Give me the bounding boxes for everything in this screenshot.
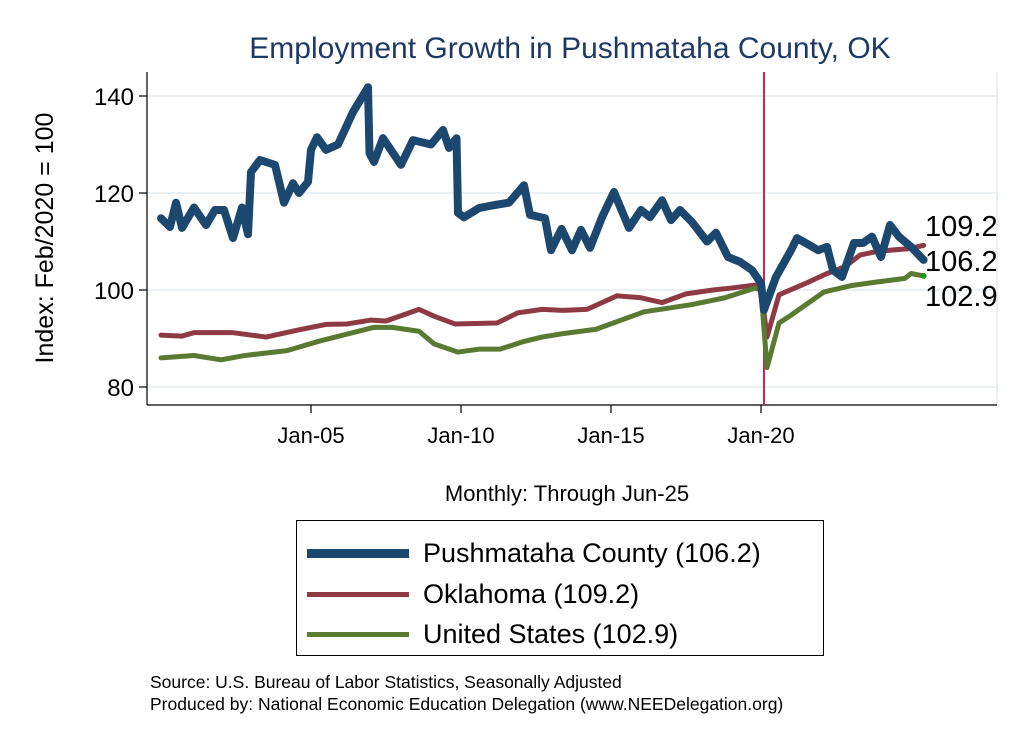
legend-item-oklahoma: Oklahoma (109.2)	[307, 576, 639, 612]
end-value-label: 106.2	[925, 246, 998, 278]
y-axis-label: Index: Feb/2020 = 100	[31, 113, 59, 364]
x-axis-label: Monthly: Through Jun-25	[445, 481, 689, 506]
end-value-label: 102.9	[925, 281, 998, 313]
legend-label: Oklahoma (109.2)	[423, 578, 640, 609]
y-tick-label: 140	[94, 84, 134, 111]
legend-label: Pushmataha County (106.2)	[423, 537, 761, 568]
chart-title: Employment Growth in Pushmataha County, …	[249, 32, 890, 65]
legend-swatch-county	[307, 548, 409, 558]
y-tick-label: 100	[94, 278, 134, 305]
x-tick-label: Jan-20	[727, 423, 794, 448]
legend-swatch-oklahoma	[307, 591, 409, 597]
x-tick-label: Jan-05	[277, 423, 344, 448]
legend: Pushmataha County (106.2) Oklahoma (109.…	[296, 520, 824, 656]
y-tick-label: 80	[107, 375, 134, 402]
series-line-1	[158, 242, 927, 340]
x-tick-label: Jan-10	[427, 423, 494, 448]
legend-item-us: United States (102.9)	[307, 616, 678, 652]
x-tick-label: Jan-15	[577, 423, 644, 448]
series-line-0	[157, 83, 928, 314]
y-tick-label: 120	[94, 181, 134, 208]
source-note: Source: U.S. Bureau of Labor Statistics,…	[150, 672, 622, 692]
us-end-marker	[920, 272, 927, 279]
legend-item-county: Pushmataha County (106.2)	[307, 535, 761, 571]
legend-label: United States (102.9)	[423, 618, 679, 649]
end-value-label: 109.2	[925, 211, 998, 243]
legend-swatch-us	[307, 631, 409, 637]
producer-note: Produced by: National Economic Education…	[150, 694, 784, 714]
series-line-2	[158, 271, 927, 371]
